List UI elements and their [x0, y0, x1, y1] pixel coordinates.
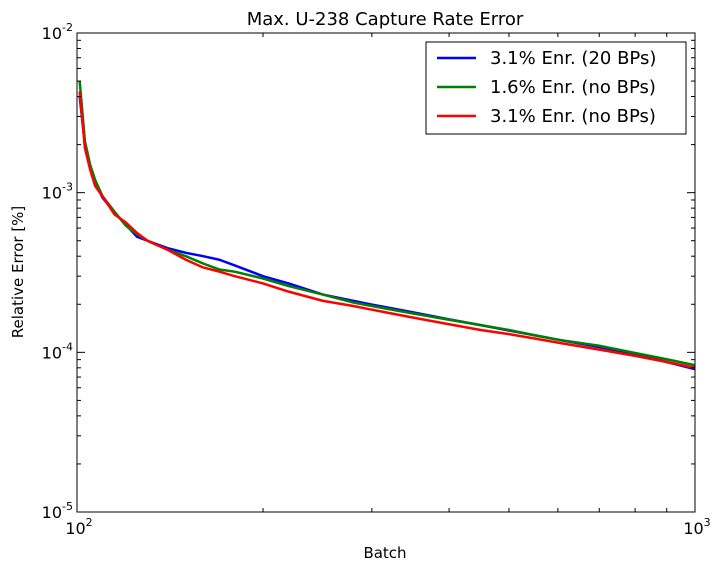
x-tick-label: 103 [683, 516, 710, 538]
legend-label-1: 3.1% Enr. (20 BPs) [490, 48, 656, 69]
ticks-layer: 102 103 10-5 10-4 10-3 10-2 [42, 21, 711, 538]
legend: 3.1% Enr. (20 BPs) 1.6% Enr. (no BPs) 3.1%… [425, 41, 687, 135]
y-tick-label: 10-5 [42, 500, 73, 522]
chart-title: Max. U-238 Capture Rate Error [247, 9, 524, 30]
y-tick-label: 10-3 [42, 181, 73, 203]
series-line-3 [78, 91, 696, 370]
plot-frame [76, 32, 696, 513]
x-tick-label: 102 [65, 516, 92, 538]
x-axis-label: Batch [363, 544, 406, 562]
legend-label-2: 1.6% Enr. (no BPs) [490, 77, 656, 98]
series-layer [78, 80, 696, 371]
y-tick-label: 10-2 [42, 21, 73, 43]
legend-label-3: 3.1% Enr. (no BPs) [490, 106, 656, 127]
plot-area: 102 103 10-5 10-4 10-3 10-2 [42, 21, 711, 538]
y-axis-label: Relative Error [%] [9, 206, 27, 339]
y-tick-label: 10-4 [42, 340, 73, 362]
